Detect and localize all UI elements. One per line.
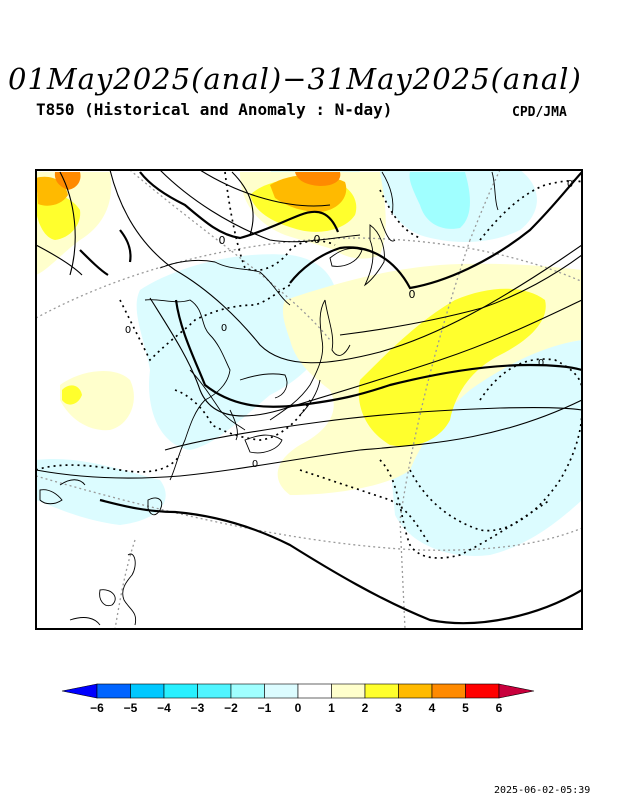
colorbar-segment: [398, 683, 433, 699]
colorbar-segment: [61, 683, 98, 699]
colorbar-segments: [61, 683, 535, 699]
colorbar-tick-label: 5: [462, 701, 469, 715]
colorbar-segment: [163, 683, 198, 699]
colorbar-segment: [331, 683, 366, 699]
contour-label: 0: [567, 179, 573, 190]
colorbar-tick-label: −1: [258, 701, 272, 715]
isotherm-thin: [36, 170, 582, 479]
colorbar-tick-label: −3: [191, 701, 205, 715]
isotherm-thick: [79, 171, 582, 625]
contour-label: 0: [538, 358, 544, 369]
contour-label: 0: [221, 323, 227, 334]
page-subtitle: T850 (Historical and Anomaly : N-day): [36, 100, 393, 119]
contour-label: 0: [409, 288, 416, 301]
strong-negative-anomaly-shading: [409, 172, 470, 229]
colorbar-segment: [96, 683, 131, 699]
colorbar-tick-label: 4: [429, 701, 436, 715]
timestamp: 2025-06-02-05:39: [494, 785, 591, 796]
page-title: 01May2025(anal)−31May2025(anal): [8, 62, 582, 96]
credit-label: CPD/JMA: [512, 105, 567, 120]
colorbar-segment: [197, 683, 232, 699]
colorbar-segment: [498, 683, 535, 699]
colorbar-segment: [297, 683, 332, 699]
colorbar-segment: [130, 683, 165, 699]
colorbar-tick-label: 3: [395, 701, 402, 715]
colorbar-segment: [264, 683, 299, 699]
colorbar-tick-label: −4: [157, 701, 171, 715]
contour-label: 0: [219, 234, 226, 247]
colorbar-tick-label: −5: [124, 701, 138, 715]
contour-label: 0: [314, 233, 321, 246]
colorbar-tick-label: 1: [328, 701, 335, 715]
colorbar-tick-label: 0: [295, 701, 302, 715]
colorbar-segment: [465, 683, 500, 699]
colorbar-tick-label: −2: [224, 701, 238, 715]
map-frame: [35, 169, 583, 630]
latlon-grid: [36, 170, 582, 629]
contour-label: 0: [252, 459, 258, 470]
colorbar-tick-label: −6: [90, 701, 104, 715]
colorbar-ticks: −6 −5 −4 −3 −2 −1 0 1 2 3 4 5 6: [90, 701, 503, 715]
colorbar-tick-label: 6: [496, 701, 503, 715]
contour-label-group: 0 0 0 0 0 0 0 0: [125, 179, 573, 470]
contour-label: 0: [125, 325, 131, 336]
anomaly-zero-contours: [36, 171, 582, 559]
warm-anomaly-shading-4: [54, 172, 341, 190]
colorbar-segment: [364, 683, 399, 699]
colorbar-tick-label: 2: [362, 701, 369, 715]
colorbar-segment: [230, 683, 265, 699]
colorbar-segment: [431, 683, 466, 699]
